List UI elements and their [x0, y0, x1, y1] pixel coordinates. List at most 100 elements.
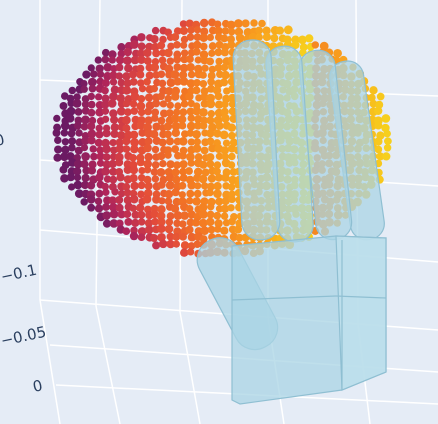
cloud-point: [227, 28, 236, 36]
cloud-point: [143, 175, 152, 184]
cloud-point: [150, 234, 158, 242]
cloud-point: [171, 168, 180, 177]
cloud-point: [157, 116, 166, 125]
cloud-point: [186, 189, 195, 198]
cloud-point: [233, 225, 243, 234]
cloud-point: [275, 26, 285, 35]
cloud-point: [178, 121, 187, 130]
cloud-point: [185, 225, 194, 234]
cloud-point: [262, 26, 271, 35]
cloud-point: [101, 100, 110, 109]
cloud-point: [213, 182, 222, 191]
cloud-point: [199, 42, 208, 51]
cloud-point: [374, 121, 383, 130]
cloud-point: [220, 212, 229, 220]
tick-label-partial: 0: [0, 130, 6, 150]
cloud-point: [185, 92, 194, 101]
cloud-point: [90, 70, 98, 78]
cloud-point: [199, 210, 208, 219]
cloud-point: [228, 131, 236, 140]
cloud-point: [191, 218, 201, 227]
grid-line: [39, 299, 61, 424]
cloud-point: [109, 167, 118, 176]
cloud-point: [187, 180, 197, 190]
cloud-point: [220, 226, 229, 235]
cloud-point: [143, 77, 151, 86]
cloud-point: [88, 77, 97, 87]
cloud-point: [164, 87, 174, 96]
cloud-point: [374, 106, 383, 115]
cloud-point: [166, 160, 175, 169]
cloud-point: [110, 115, 119, 124]
cloud-point: [68, 137, 77, 146]
cloud-point: [206, 210, 215, 219]
cloud-point: [198, 174, 208, 184]
cloud-point: [130, 138, 139, 147]
cloud-point: [101, 94, 110, 103]
cloud-point: [201, 168, 210, 177]
cloud-point: [87, 181, 96, 190]
cloud-point: [124, 217, 133, 226]
cloud-point: [103, 62, 113, 72]
cloud-point: [227, 161, 236, 169]
cloud-point: [200, 99, 209, 108]
cloud-point: [118, 189, 126, 198]
cloud-point: [179, 160, 188, 169]
cloud-point: [157, 205, 166, 214]
cloud-point: [122, 85, 132, 95]
cloud-point: [200, 226, 209, 235]
cloud-point: [235, 33, 245, 43]
cloud-point: [374, 137, 383, 146]
cloud-point: [207, 71, 216, 80]
cloud-point: [102, 188, 110, 196]
cloud-point: [150, 63, 160, 72]
cloud-point: [194, 114, 203, 124]
grid-line: [179, 311, 201, 424]
cloud-point: [193, 189, 202, 198]
cloud-point: [185, 55, 194, 64]
cloud-point: [60, 152, 69, 162]
cloud-point: [157, 180, 166, 189]
cloud-point: [102, 203, 110, 211]
cloud-point: [73, 167, 82, 176]
cloud-point: [167, 42, 175, 51]
cloud-point: [164, 151, 172, 159]
cloud-point: [135, 203, 145, 213]
cloud-point: [193, 138, 201, 146]
cloud-point: [186, 107, 195, 116]
cloud-point: [88, 84, 97, 93]
cloud-point: [87, 203, 96, 212]
cloud-point: [174, 102, 182, 110]
cloud-point: [166, 232, 175, 241]
cloud-point: [95, 173, 104, 182]
cloud-point: [171, 188, 180, 197]
cloud-point: [157, 232, 166, 242]
cloud-point: [227, 123, 236, 132]
cloud-point: [157, 152, 166, 161]
cloud-point: [137, 233, 146, 242]
cloud-point: [221, 27, 230, 35]
cloud-point: [109, 219, 119, 228]
cloud-point: [122, 99, 131, 108]
cloud-point: [220, 204, 230, 213]
cloud-point: [144, 137, 153, 146]
cloud-point: [129, 165, 139, 175]
cloud-point: [129, 231, 139, 241]
cloud-point: [186, 248, 195, 256]
cloud-point: [369, 86, 378, 95]
cloud-point: [180, 211, 189, 220]
cloud-point: [137, 190, 145, 199]
cloud-point: [227, 204, 235, 212]
cloud-point: [81, 136, 90, 145]
cloud-point: [80, 143, 89, 152]
cloud-point: [221, 173, 230, 182]
cloud-point: [115, 72, 124, 80]
cloud-point: [374, 145, 383, 154]
cloud-point: [66, 106, 76, 116]
cloud-point: [241, 19, 250, 28]
cloud-point: [87, 108, 96, 117]
cloud-point: [319, 41, 329, 51]
cloud-point: [124, 63, 133, 73]
cloud-point: [129, 130, 139, 140]
